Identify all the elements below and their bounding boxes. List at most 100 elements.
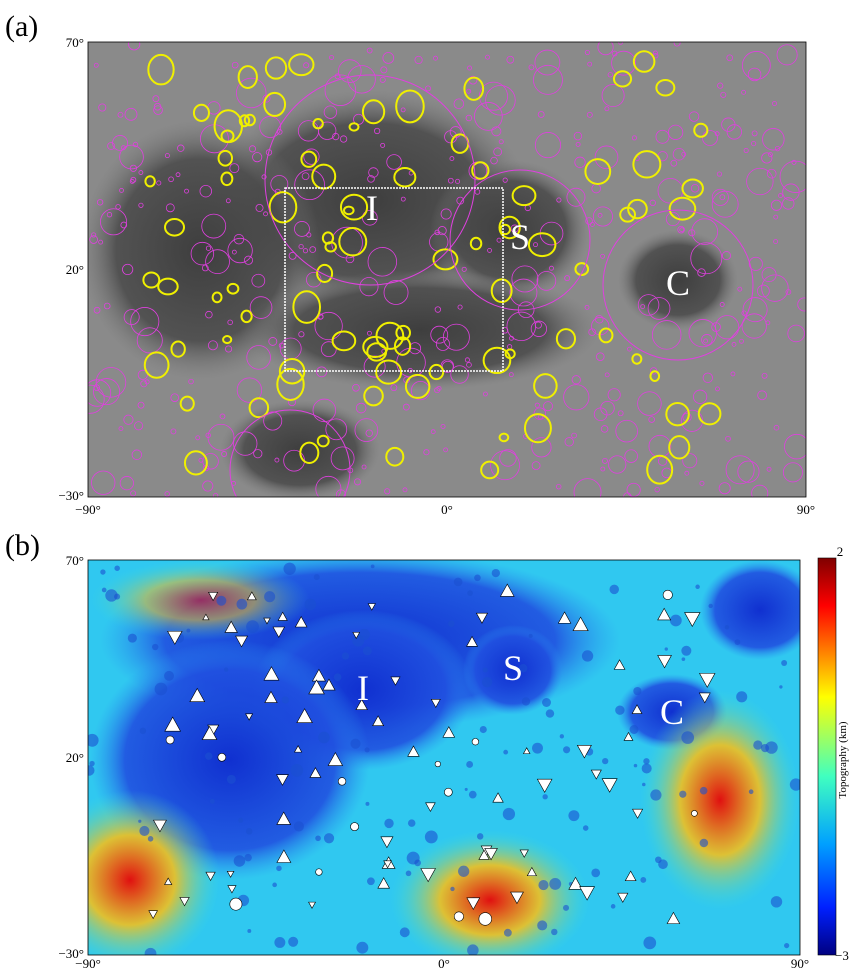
crater <box>288 937 298 947</box>
crater <box>282 696 289 703</box>
crater <box>100 569 105 574</box>
crater <box>538 880 548 890</box>
crater <box>695 585 699 589</box>
crater <box>406 871 412 877</box>
crater <box>140 728 146 734</box>
crater <box>305 599 317 611</box>
crater <box>532 743 543 754</box>
crater <box>546 709 554 717</box>
crater <box>246 828 253 835</box>
marker <box>316 869 323 876</box>
crater <box>139 826 149 836</box>
crater <box>568 810 579 821</box>
crater <box>781 660 787 666</box>
crater <box>454 578 463 587</box>
crater <box>630 725 639 734</box>
crater <box>145 948 157 960</box>
crater <box>483 667 488 672</box>
region-label: C <box>666 263 690 303</box>
crater <box>474 574 481 581</box>
marker <box>218 753 226 761</box>
crater <box>205 752 212 759</box>
crater <box>315 835 321 841</box>
crater <box>425 831 438 844</box>
crater <box>350 739 360 749</box>
x-tick-label: 0° <box>441 502 453 517</box>
crater <box>665 647 668 650</box>
marker <box>479 913 492 926</box>
crater <box>152 644 158 650</box>
crater <box>642 763 652 773</box>
crater <box>504 929 512 937</box>
crater <box>238 818 243 823</box>
map-a <box>76 39 811 530</box>
crater <box>482 677 492 687</box>
marker <box>435 761 441 767</box>
crater <box>503 750 508 755</box>
x-tick-label: 0° <box>438 956 450 970</box>
crater <box>314 574 320 580</box>
crater <box>164 671 174 681</box>
crater <box>771 896 782 907</box>
crater <box>640 877 646 883</box>
crater <box>324 833 334 843</box>
crater <box>384 819 393 828</box>
crater <box>591 869 600 878</box>
crater <box>155 683 168 696</box>
crater <box>670 615 682 627</box>
crater <box>761 744 769 752</box>
crater <box>148 836 154 842</box>
crater <box>274 937 285 948</box>
crater <box>602 758 608 764</box>
colorbar-tick: −3 <box>835 948 849 963</box>
crater <box>725 625 729 629</box>
crater <box>264 591 275 602</box>
mare <box>240 270 600 390</box>
crater <box>615 705 624 714</box>
crater <box>503 808 515 820</box>
crater <box>114 594 120 600</box>
crater <box>84 765 94 775</box>
crater <box>551 929 557 935</box>
region-label: I <box>366 188 378 228</box>
marker <box>166 736 174 744</box>
marker <box>663 590 672 599</box>
crater <box>735 639 741 645</box>
figure: (a) I S C 70° 20° −30° −90° 0° 90° (b) I… <box>0 0 856 970</box>
crater <box>400 927 410 937</box>
crater <box>633 687 641 695</box>
map-b <box>40 550 820 970</box>
panel-label: (b) <box>5 529 40 562</box>
x-tick-label: 90° <box>791 956 809 970</box>
crater <box>89 761 94 766</box>
crater <box>682 657 686 661</box>
crater <box>458 866 469 877</box>
crater <box>477 833 483 839</box>
marker <box>472 738 479 745</box>
crater <box>359 629 370 640</box>
crater <box>700 787 708 795</box>
crater <box>365 802 369 806</box>
crater <box>467 944 479 956</box>
crater <box>318 732 330 744</box>
lowland <box>700 560 820 660</box>
crater <box>371 564 375 568</box>
crater <box>102 588 107 593</box>
marker <box>350 823 358 831</box>
crater <box>334 673 342 681</box>
crater <box>784 943 789 948</box>
crater <box>365 747 370 752</box>
crater <box>469 791 477 799</box>
crater <box>294 821 304 831</box>
crater <box>247 929 251 933</box>
panel-label: (a) <box>5 10 38 43</box>
marker <box>230 898 242 910</box>
x-tick-label: 90° <box>797 502 815 517</box>
crater <box>367 877 375 885</box>
y-tick-label: −30° <box>58 488 84 503</box>
crater <box>549 878 561 890</box>
crater <box>634 764 638 768</box>
highland <box>40 790 220 970</box>
crater <box>642 783 646 787</box>
crater <box>583 825 589 831</box>
